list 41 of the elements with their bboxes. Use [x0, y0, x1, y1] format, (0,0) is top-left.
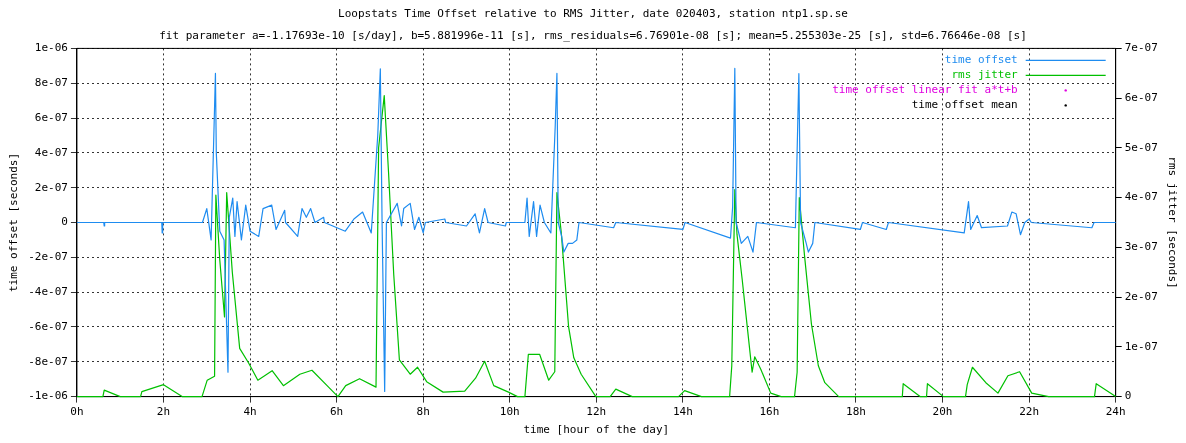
y2-tick-label: 7e-07: [1124, 41, 1158, 55]
y-tick-label: 8e-07: [34, 76, 68, 90]
y-tick-label: -4e-07: [28, 285, 68, 298]
x-tick-label: 14h: [672, 405, 693, 419]
y-tick-label: 2e-07: [34, 180, 68, 194]
chart-subtitle: fit parameter a=-1.17693e-10 [s/day], b=5.881996e-11 [s], rms_residuals=6.76901e-08 [s]; mean=5.255303e-25 [s], std=6.76646e-08 [s]: [159, 28, 1027, 42]
text: time offset: [944, 53, 1018, 67]
y2-tick-label: 0: [1124, 389, 1132, 403]
x-tick-label: 12h: [586, 405, 607, 419]
y2-tick-label: 5e-07: [1124, 140, 1158, 154]
x-tick-label: 6h: [330, 405, 344, 419]
x-tick-label: 2h: [156, 405, 171, 419]
y2-tick-label: 3e-07: [1124, 240, 1158, 254]
y2-tick-label: 2e-07: [1124, 289, 1158, 303]
y2-tick-label: 1e-07: [1124, 339, 1158, 353]
y-tick-label: -6e-07: [28, 319, 68, 333]
y-tick-label: 6e-07: [34, 110, 68, 124]
y-axis-title: time offset [seconds]: [7, 152, 21, 293]
chart-title: Loopstats Time Offset relative to RMS Jitter, date 020403, station ntp1.sp.se: [338, 7, 848, 21]
x-tick-label: 16h: [759, 405, 780, 419]
x-tick-label: 24h: [1105, 405, 1126, 419]
x-axis-title: time [hour of the day]: [523, 423, 670, 437]
x-tick-label: 18h: [846, 405, 866, 419]
x-tick-label: 22h: [1019, 405, 1040, 419]
y2-tick-label: 6e-07: [1124, 91, 1158, 104]
x-tick-label: 20h: [932, 405, 953, 419]
legend-label: time offset linear fit a*t+b: [832, 83, 1018, 97]
y-tick-label: 0: [61, 215, 68, 229]
text: rms jitter: [951, 68, 1019, 82]
legend-label: time offset mean: [911, 98, 1018, 112]
y-tick-label: 4e-07: [34, 145, 68, 159]
x-tick-label: 8h: [416, 405, 430, 419]
y2-tick-label: 4e-07: [1124, 190, 1158, 204]
x-tick-label: 0h: [70, 405, 84, 419]
y2-axis-title: rms jitter [seconds]: [1165, 156, 1179, 289]
x-tick-label: 10h: [499, 405, 520, 419]
y-tick-label: -1e-06: [28, 389, 68, 403]
y-tick-label: -8e-07: [28, 354, 68, 368]
y-tick-label: -2e-07: [28, 250, 68, 264]
y-tick-label: 1e-06: [34, 41, 68, 55]
x-tick-label: 4h: [243, 405, 257, 419]
